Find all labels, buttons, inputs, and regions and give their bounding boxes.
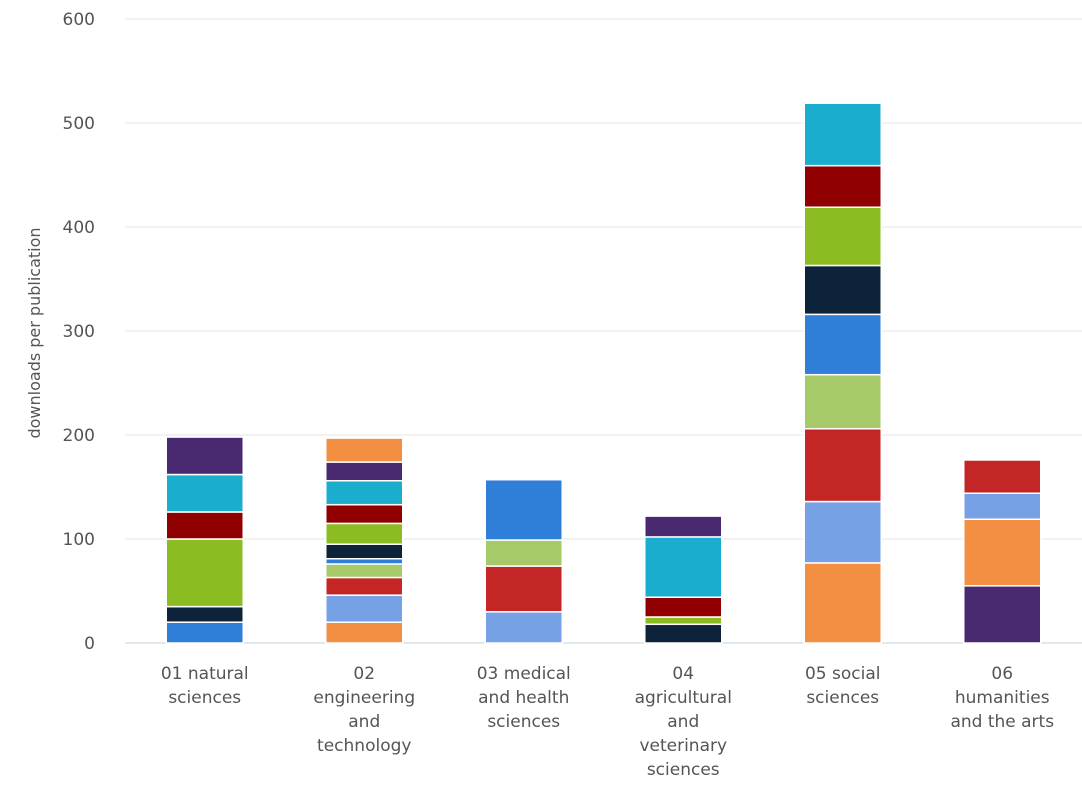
x-tick-label-line: humanities (955, 688, 1050, 708)
bar-segment (325, 503, 404, 525)
y-tick-label: 100 (63, 530, 95, 550)
y-tick-label: 500 (63, 114, 95, 134)
bar-segment (484, 539, 563, 567)
bar-segment (325, 522, 404, 545)
bar-segment (325, 543, 404, 560)
x-axis-ticks: 01 natural sciences 02 engineering and techno… (161, 664, 1054, 780)
x-tick-label-line: and (348, 712, 380, 732)
bar-segment (325, 621, 404, 644)
y-axis-title: downloads per publication (25, 227, 44, 438)
y-tick-label: 0 (84, 634, 95, 654)
y-tick-label: 600 (63, 10, 95, 30)
x-tick-label: 03 medical and health sciences (477, 664, 571, 732)
x-tick-label-line: veterinary (639, 736, 727, 756)
x-tick-label-line: engineering (313, 688, 415, 708)
bar-segment (803, 164, 882, 208)
bar-segment (803, 562, 882, 644)
bar-segment (325, 437, 404, 463)
bar-segment (644, 616, 723, 626)
bar-segment (325, 594, 404, 623)
x-tick-label-line: 02 (353, 664, 375, 684)
x-tick-label: 05 social sciences (805, 664, 881, 708)
y-axis-ticks: 0 100 200 300 400 500 600 (63, 10, 95, 654)
bar-segment (803, 428, 882, 503)
bar-segment (325, 480, 404, 506)
x-tick-label: 01 natural sciences (161, 664, 249, 708)
bar-segment (644, 515, 723, 538)
x-tick-label-line: and health (478, 688, 569, 708)
bar-segment (325, 461, 404, 482)
x-tick-label-line: technology (317, 736, 411, 756)
x-tick-label-line: and (667, 712, 699, 732)
bar-segment (803, 206, 882, 267)
bar-segment (325, 563, 404, 579)
x-tick-label: 02 engineering and technology (313, 664, 415, 756)
bar-segment (963, 585, 1042, 644)
bar-segment (484, 565, 563, 613)
y-tick-label: 400 (63, 218, 95, 238)
y-tick-label: 200 (63, 426, 95, 446)
bar-segment (165, 621, 244, 644)
bar-segment (165, 605, 244, 623)
x-tick-label-line: sciences (168, 688, 241, 708)
bar-segment (963, 459, 1042, 494)
x-tick-label-line: 01 natural (161, 664, 249, 684)
bar-segment (165, 511, 244, 540)
bar-segment (165, 538, 244, 608)
bar-segment (803, 102, 882, 167)
bar-segment (165, 473, 244, 513)
bar-segment (644, 596, 723, 618)
bar-segment (803, 500, 882, 564)
bar-segment (963, 492, 1042, 520)
x-tick-label-line: sciences (806, 688, 879, 708)
x-tick-label-line: 04 (672, 664, 694, 684)
x-tick-label-line: 06 (991, 664, 1013, 684)
x-tick-label-line: sciences (487, 712, 560, 732)
gridlines (125, 18, 1082, 644)
bars (165, 102, 1042, 644)
x-tick-label: 04 agricultural and veterinary sciences (635, 664, 732, 780)
bar-segment (803, 313, 882, 376)
x-tick-label: 06 humanities and the arts (950, 664, 1054, 732)
bar-segment (165, 436, 244, 476)
bar-segment (325, 558, 404, 565)
x-tick-label-line: 03 medical (477, 664, 571, 684)
x-tick-label-line: and the arts (950, 712, 1054, 732)
bar-segment (484, 611, 563, 644)
bar-segment (484, 478, 563, 541)
y-tick-label: 300 (63, 322, 95, 342)
bar-segment (644, 623, 723, 644)
x-tick-label-line: agricultural (635, 688, 732, 708)
bar-segment (803, 264, 882, 316)
x-tick-label-line: sciences (647, 760, 720, 780)
bar-segment (963, 518, 1042, 587)
bar-segment (803, 373, 882, 430)
bar-segment (325, 576, 404, 596)
x-tick-label-line: 05 social (805, 664, 881, 684)
bar-segment (644, 536, 723, 598)
